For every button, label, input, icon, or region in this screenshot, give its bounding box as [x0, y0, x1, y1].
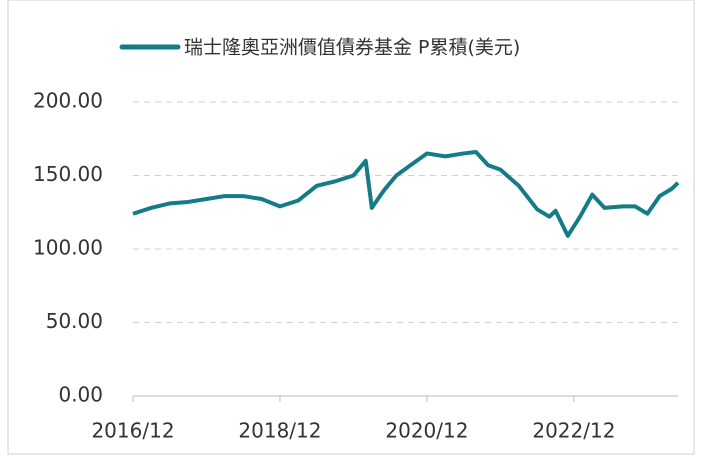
y-tick-label: 0.00: [58, 383, 103, 407]
y-tick-label: 100.00: [33, 236, 103, 260]
x-tick-label: 2016/12: [91, 419, 174, 443]
x-tick-label: 2018/12: [238, 419, 321, 443]
chart-border: [7, 0, 695, 455]
series-line: [132, 149, 680, 238]
y-tick-label: 50.00: [46, 309, 103, 333]
y-tick-label: 200.00: [33, 89, 103, 113]
legend-label: 瑞士隆奧亞洲價值債券基金 P累積(美元): [184, 37, 520, 59]
y-tick-label: 150.00: [33, 162, 103, 186]
x-tick-label: 2020/12: [385, 419, 468, 443]
x-tick-label: 2022/12: [532, 419, 615, 443]
